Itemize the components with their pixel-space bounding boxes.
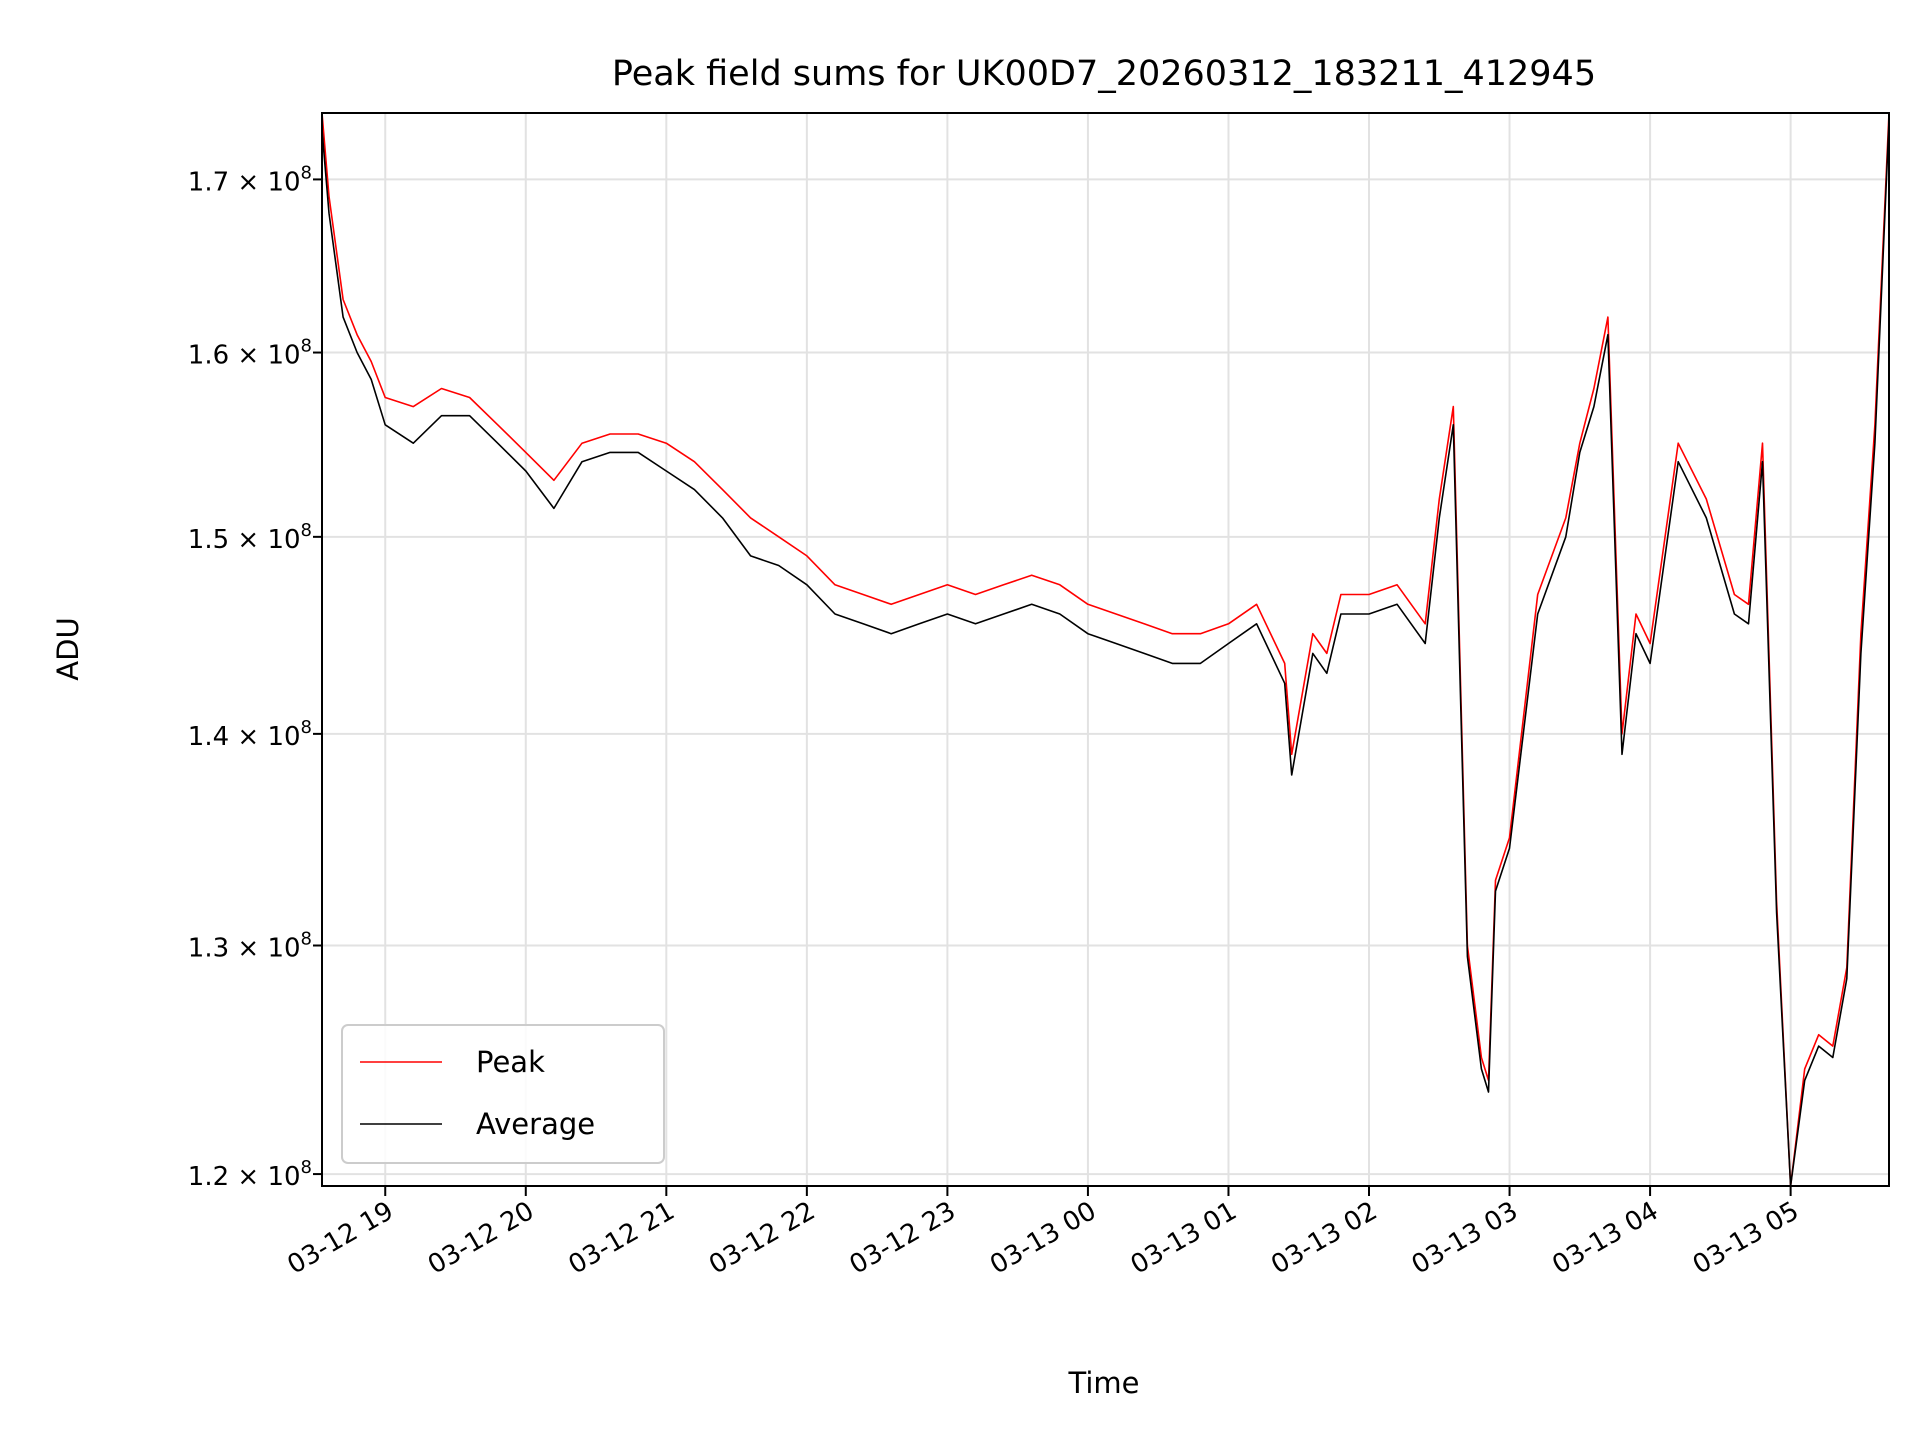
y-tick-label: 1.2 × 108 [188,1157,312,1192]
chart-title: Peak field sums for UK00D7_20260312_1832… [612,54,1596,94]
y-tick-label: 1.3 × 108 [188,928,312,963]
y-axis: 1.2 × 108 1.3 × 108 1.4 × 108 1.5 × 108 1.6 … [188,162,322,1192]
y-tick-label: 1.6 × 108 [188,336,312,371]
series-line-peak [321,112,1890,1187]
grid [322,113,1889,1186]
series-group [321,112,1890,1187]
legend: Peak Average [341,1024,665,1164]
y-tick-label: 1.5 × 108 [188,520,312,555]
x-axis-label: Time [1068,1366,1140,1400]
y-axis-label: ADU [51,617,85,680]
legend-average-label: Average [476,1107,595,1141]
plot-frame [321,112,1890,1187]
legend-peak-label: Peak [476,1045,545,1079]
y-tick-label: 1.7 × 108 [188,162,312,197]
series-line-average [321,121,1890,1187]
legend-box [341,1024,665,1164]
y-tick-label: 1.4 × 108 [188,717,312,752]
